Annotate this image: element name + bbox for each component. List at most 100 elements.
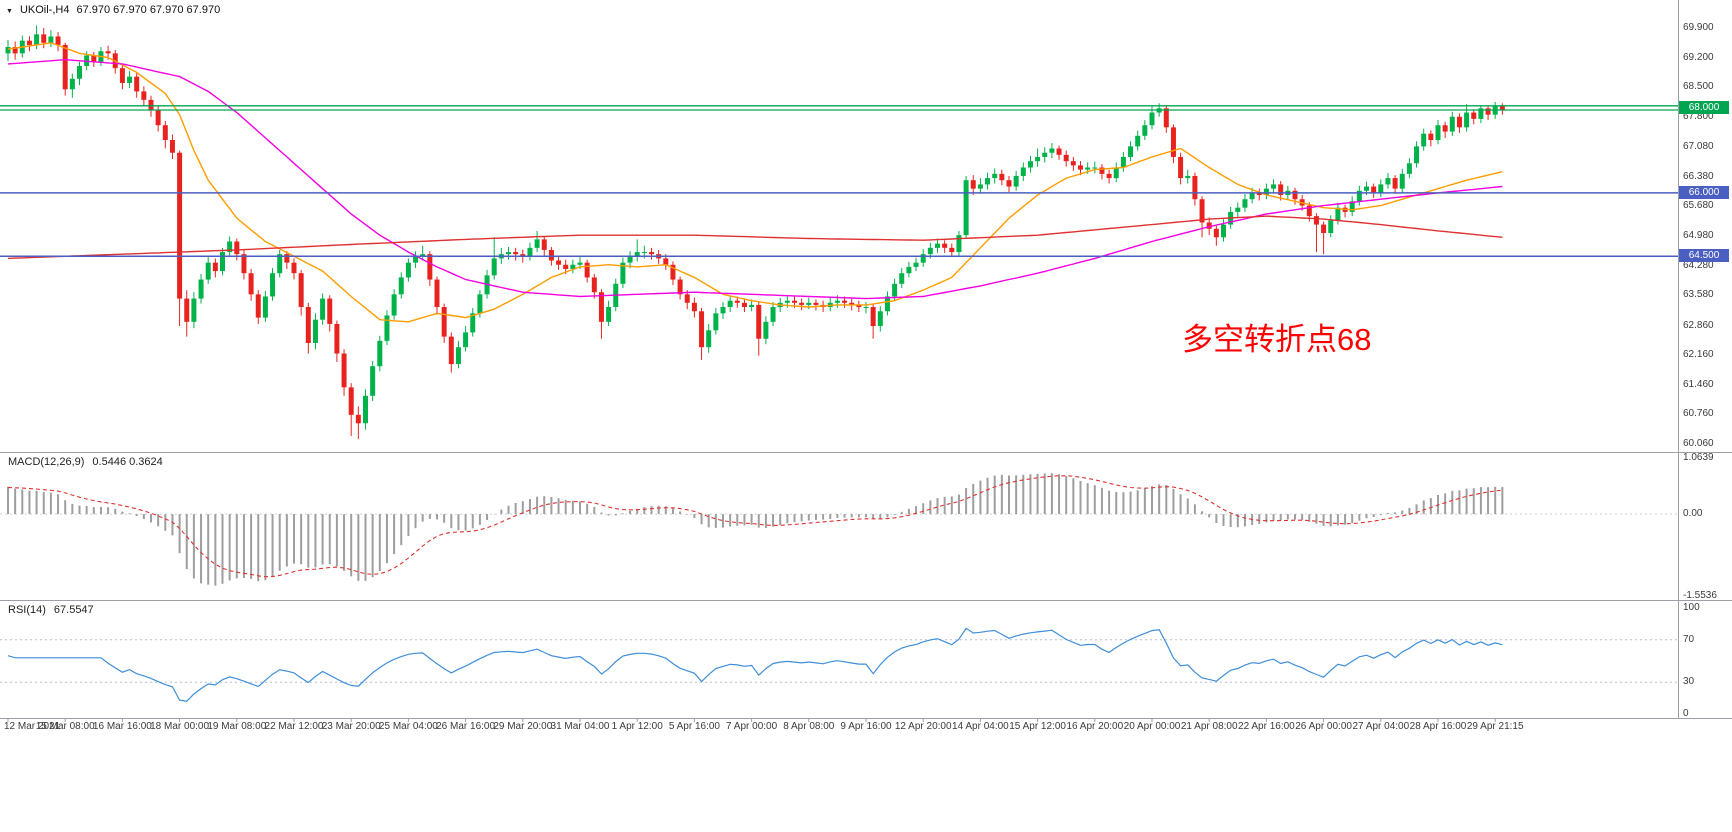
candle[interactable] bbox=[1063, 150, 1069, 167]
candle[interactable] bbox=[91, 52, 97, 67]
candle[interactable] bbox=[591, 274, 597, 299]
candle[interactable] bbox=[205, 257, 211, 284]
candle[interactable] bbox=[863, 301, 869, 314]
candle[interactable] bbox=[1242, 194, 1248, 212]
candle[interactable] bbox=[262, 290, 268, 322]
candle[interactable] bbox=[1278, 181, 1284, 201]
candle[interactable] bbox=[1113, 162, 1119, 183]
candle[interactable] bbox=[327, 295, 333, 332]
candle[interactable] bbox=[1006, 175, 1012, 193]
candle[interactable] bbox=[534, 230, 540, 253]
candle[interactable] bbox=[248, 268, 254, 301]
candle[interactable] bbox=[1178, 152, 1184, 185]
candle[interactable] bbox=[584, 259, 590, 283]
candle[interactable] bbox=[391, 289, 397, 320]
candle[interactable] bbox=[363, 389, 368, 430]
candle[interactable] bbox=[770, 301, 776, 327]
candle[interactable] bbox=[384, 310, 390, 346]
candle[interactable] bbox=[706, 323, 712, 353]
candle[interactable] bbox=[5, 39, 11, 61]
candle[interactable] bbox=[41, 28, 47, 49]
candle[interactable] bbox=[1042, 147, 1048, 163]
candle[interactable] bbox=[341, 349, 347, 396]
candle[interactable] bbox=[1471, 109, 1477, 125]
chart-annotation[interactable]: 多空转折点68 bbox=[1182, 322, 1372, 357]
candle[interactable] bbox=[1464, 104, 1470, 132]
candle[interactable] bbox=[870, 303, 876, 339]
candle[interactable] bbox=[1421, 128, 1427, 151]
candle[interactable] bbox=[541, 236, 547, 257]
candle[interactable] bbox=[606, 300, 612, 327]
candle[interactable] bbox=[77, 61, 82, 86]
candle[interactable] bbox=[463, 326, 469, 352]
candle[interactable] bbox=[1020, 162, 1026, 182]
candle[interactable] bbox=[1035, 148, 1041, 167]
candle[interactable] bbox=[1371, 183, 1377, 198]
candle[interactable] bbox=[62, 42, 68, 96]
candle[interactable] bbox=[370, 361, 376, 401]
candle[interactable] bbox=[413, 251, 419, 269]
candle[interactable] bbox=[598, 289, 604, 339]
candle[interactable] bbox=[270, 268, 276, 301]
candle[interactable] bbox=[1199, 196, 1205, 238]
ma-mid-magenta[interactable] bbox=[7, 58, 1503, 300]
candle[interactable] bbox=[1235, 202, 1241, 218]
candle[interactable] bbox=[670, 261, 676, 286]
candle[interactable] bbox=[291, 258, 297, 280]
candle[interactable] bbox=[734, 296, 740, 308]
candle[interactable] bbox=[920, 249, 926, 267]
candle[interactable] bbox=[570, 259, 576, 274]
candle[interactable] bbox=[1092, 161, 1098, 174]
candle[interactable] bbox=[1328, 215, 1334, 238]
candle[interactable] bbox=[1128, 141, 1134, 162]
candle[interactable] bbox=[1256, 188, 1262, 201]
candle[interactable] bbox=[1321, 221, 1327, 255]
candle[interactable] bbox=[141, 86, 147, 107]
candle[interactable] bbox=[312, 313, 318, 350]
candle[interactable] bbox=[26, 36, 32, 52]
candle[interactable] bbox=[649, 247, 654, 260]
candle[interactable] bbox=[935, 238, 940, 253]
candle[interactable] bbox=[69, 73, 75, 98]
candle[interactable] bbox=[942, 240, 948, 253]
candle[interactable] bbox=[1414, 141, 1420, 168]
candle[interactable] bbox=[220, 247, 225, 276]
candle[interactable] bbox=[506, 246, 511, 260]
candle[interactable] bbox=[334, 320, 340, 362]
candle[interactable] bbox=[1099, 164, 1105, 180]
candle[interactable] bbox=[398, 272, 404, 299]
candle[interactable] bbox=[899, 268, 905, 288]
candle[interactable] bbox=[348, 383, 354, 436]
candle[interactable] bbox=[827, 297, 833, 312]
candle[interactable] bbox=[699, 307, 705, 360]
candle[interactable] bbox=[999, 169, 1005, 186]
candle[interactable] bbox=[48, 30, 54, 48]
candle[interactable] bbox=[1449, 111, 1455, 136]
candle[interactable] bbox=[856, 300, 862, 313]
candle[interactable] bbox=[691, 297, 697, 318]
candle[interactable] bbox=[1349, 196, 1355, 217]
candlestick-series[interactable] bbox=[5, 25, 1505, 439]
candle[interactable] bbox=[1049, 142, 1055, 159]
candle[interactable] bbox=[1163, 104, 1169, 133]
ma-slow-red[interactable] bbox=[7, 215, 1503, 260]
candle[interactable] bbox=[355, 406, 361, 439]
candle[interactable] bbox=[1499, 103, 1505, 115]
candle[interactable] bbox=[1013, 170, 1019, 191]
candle[interactable] bbox=[1120, 151, 1126, 172]
candle[interactable] bbox=[799, 298, 805, 311]
candle[interactable] bbox=[913, 257, 919, 272]
candle[interactable] bbox=[169, 134, 175, 160]
candle[interactable] bbox=[720, 301, 726, 319]
candle[interactable] bbox=[1385, 173, 1391, 189]
candle[interactable] bbox=[134, 72, 140, 98]
candle[interactable] bbox=[119, 65, 125, 90]
candle[interactable] bbox=[634, 239, 640, 262]
candle[interactable] bbox=[713, 307, 719, 335]
candle[interactable] bbox=[627, 251, 633, 269]
candle[interactable] bbox=[455, 340, 461, 369]
collapse-icon[interactable]: ▼ bbox=[6, 7, 13, 15]
candle[interactable] bbox=[284, 251, 290, 269]
candle[interactable] bbox=[191, 292, 197, 329]
